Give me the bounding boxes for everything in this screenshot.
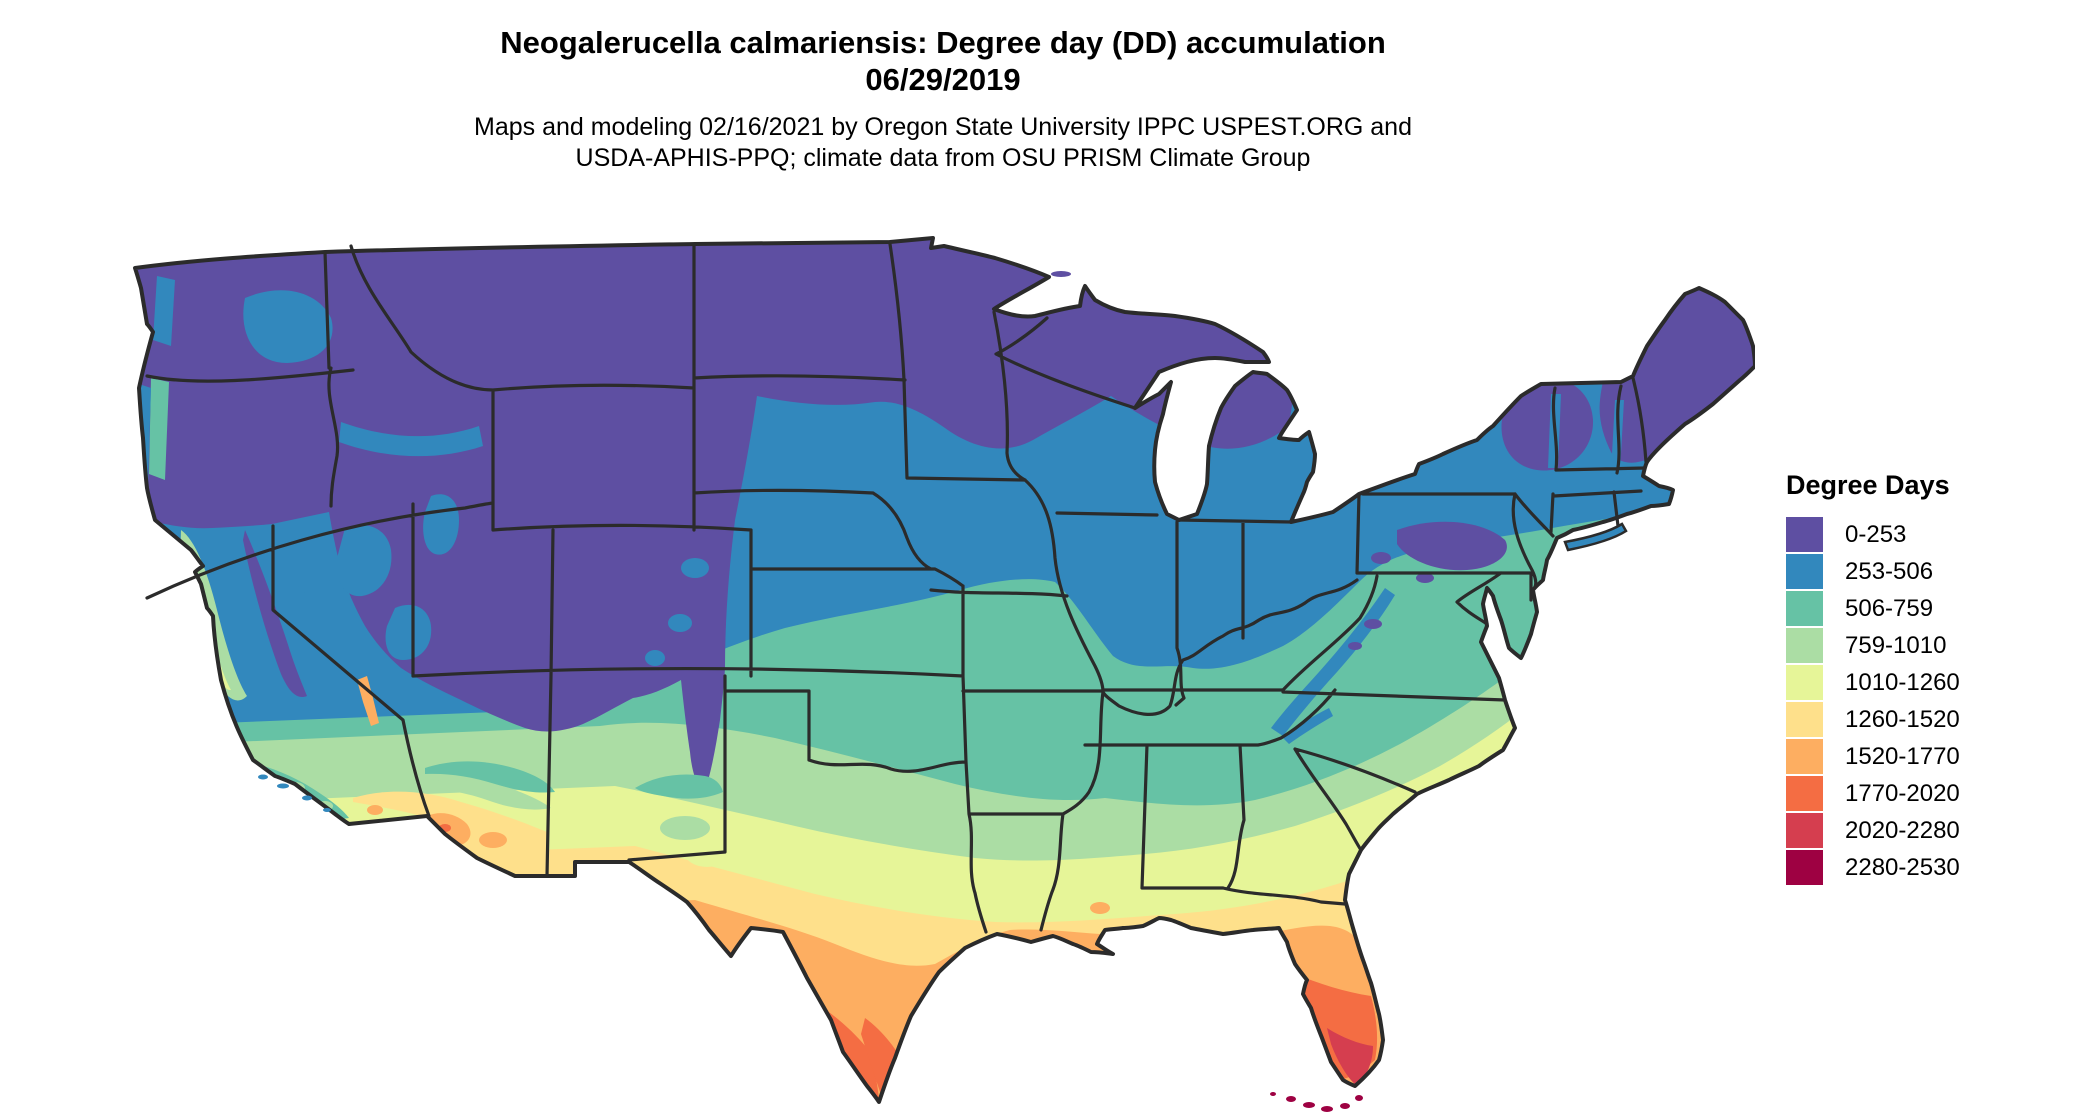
zone-teal-willamette-valley: [149, 378, 169, 480]
zone-blue-puget-lowland: [153, 276, 175, 346]
legend-label-0: 0-253: [1845, 520, 1907, 548]
florida-key-4: [1321, 1106, 1333, 1112]
us-coastline-outline: [133, 236, 1755, 1104]
zone-blue-appalachian-ridge: [1271, 588, 1395, 736]
legend-row: 759-1010: [1786, 628, 2086, 663]
zone-purple-pa-spot-1: [1371, 552, 1391, 564]
zone-teal-arizona-strip: [425, 761, 555, 793]
zone-blue-smokies: [1283, 708, 1333, 744]
zone-purple-adirondacks: [1501, 377, 1594, 471]
legend-row: 1010-1260: [1786, 665, 2086, 700]
zone-purple-maine: [1599, 285, 1754, 463]
map-subtitle-line1: Maps and modeling 02/16/2021 by Oregon S…: [474, 113, 1412, 141]
zone-orange-phoenix: [479, 832, 507, 848]
islands: [258, 271, 1628, 1112]
legend-row: 1520-1770: [1786, 739, 2086, 774]
florida-key-3: [1303, 1102, 1315, 1108]
zone-blue-nevada-basin-3: [295, 545, 332, 595]
zone-teal-new-mexico: [635, 774, 723, 799]
isle-royale: [1051, 271, 1071, 277]
legend-swatch-3: [1786, 628, 1823, 663]
legend-row: 2280-2530: [1786, 850, 2086, 885]
zone-darkorange-south-texas: [750, 973, 879, 1102]
florida-key-1: [1270, 1092, 1276, 1096]
legend-swatch-5: [1786, 702, 1823, 737]
map: [95, 228, 1755, 1116]
florida-key-6: [1355, 1095, 1363, 1101]
zone-orange-new-orleans: [1090, 902, 1110, 914]
zone-blue-san-luis-valley: [645, 650, 665, 666]
long-island: [1563, 522, 1628, 552]
zone-blue-columbia-basin: [243, 290, 333, 363]
legend-label-3: 759-1010: [1845, 631, 1947, 659]
zone-orange-colorado-river: [357, 676, 379, 726]
legend-label-9: 2280-2530: [1845, 853, 1960, 881]
legend-swatch-1: [1786, 554, 1823, 589]
legend-swatch-0: [1786, 517, 1823, 552]
zone-blue-colorado-valley-1: [681, 558, 709, 578]
header: Neogalerucella calmariensis: Degree day …: [193, 24, 1693, 174]
legend: Degree Days 0-253 253-506 506-759 759-10…: [1786, 470, 2086, 887]
legend-swatch-6: [1786, 739, 1823, 774]
map-subtitle: Maps and modeling 02/16/2021 by Oregon S…: [193, 112, 1693, 174]
state-border-lines: [145, 242, 1648, 934]
legend-row: 253-506: [1786, 554, 2086, 589]
zone-blue-nevada-basin-2: [385, 604, 432, 660]
channel-island-2: [277, 783, 289, 789]
zone-green-arizona-strip: [415, 779, 551, 810]
zone-purple-wv-highlands-2: [1348, 642, 1362, 650]
state-borders: [145, 242, 1648, 934]
legend-label-2: 506-759: [1845, 594, 1934, 622]
zone-purple-wv-highlands-1: [1364, 619, 1382, 629]
legend-row: 0-253: [1786, 517, 2086, 552]
zone-purple-catskills: [1416, 573, 1434, 583]
zone-green-new-mexico: [660, 816, 710, 840]
legend-swatch-2: [1786, 591, 1823, 626]
florida-key-5: [1340, 1103, 1350, 1109]
map-title-date: 06/29/2019: [865, 62, 1021, 97]
legend-label-1: 253-506: [1845, 557, 1934, 585]
florida-key-2: [1286, 1096, 1296, 1102]
zone-red-south-florida: [1327, 1028, 1373, 1086]
legend-swatch-8: [1786, 813, 1823, 848]
legend-title: Degree Days: [1786, 470, 1950, 500]
channel-island-3: [302, 795, 312, 801]
legend-swatch-4: [1786, 665, 1823, 700]
channel-island-4: [323, 808, 331, 812]
us-degree-day-map: [133, 236, 1755, 1112]
legend-label-7: 1770-2020: [1845, 779, 1960, 807]
legend-row: 506-759: [1786, 591, 2086, 626]
legend-row: 1770-2020: [1786, 776, 2086, 811]
legend-label-6: 1520-1770: [1845, 742, 1960, 770]
map-title-line1: Neogalerucella calmariensis: Degree day …: [500, 25, 1386, 60]
map-title: Neogalerucella calmariensis: Degree day …: [193, 24, 1693, 98]
zone-blue-snake-river-plain: [339, 422, 483, 457]
legend-row: 2020-2280: [1786, 813, 2086, 848]
legend-row: 1260-1520: [1786, 702, 2086, 737]
legend-label-5: 1260-1520: [1845, 705, 1960, 733]
zone-orange-imperial: [367, 805, 383, 815]
zone-purple-alleghenies: [1397, 521, 1507, 571]
legend-label-8: 2020-2280: [1845, 816, 1960, 844]
legend-label-4: 1010-1260: [1845, 668, 1960, 696]
map-subtitle-line2: USDA-APHIS-PPQ; climate data from OSU PR…: [575, 144, 1311, 172]
legend-swatch-9: [1786, 850, 1823, 885]
zone-blue-nevada-basin-1: [336, 524, 392, 597]
zone-blue-colorado-valley-2: [668, 614, 692, 632]
legend-swatch-7: [1786, 776, 1823, 811]
zone-orange-charleston: [1376, 835, 1394, 845]
channel-island-1: [258, 774, 268, 780]
